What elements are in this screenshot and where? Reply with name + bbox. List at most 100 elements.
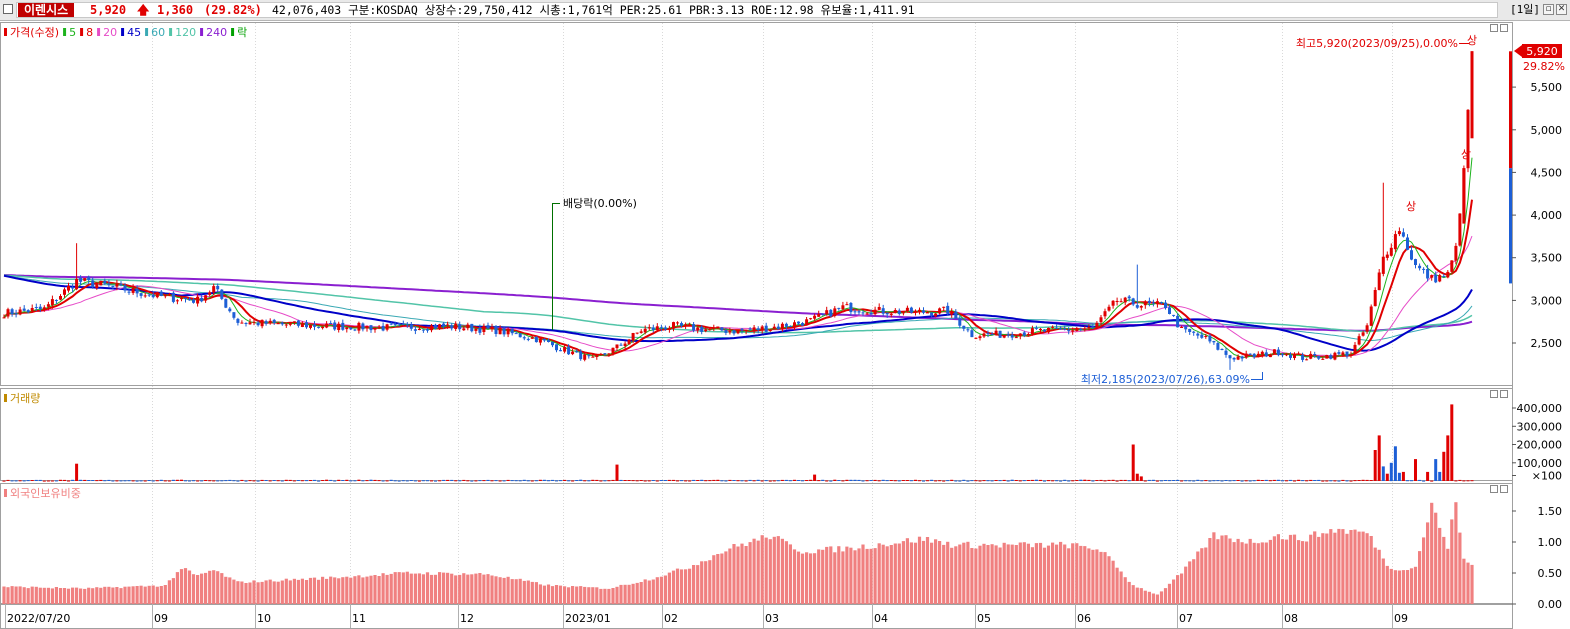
minimize-icon[interactable]: ▫ <box>1543 4 1554 15</box>
candle <box>893 308 897 314</box>
foreign-ratio-bar <box>425 572 430 604</box>
foreign-ratio-bar <box>510 579 514 604</box>
period-selector[interactable]: [1일] <box>1510 3 1540 16</box>
foreign-ratio-bar <box>1434 512 1438 604</box>
foreign-ratio-bar <box>998 547 1002 604</box>
foreign-ratio-bar <box>341 577 345 604</box>
candle <box>861 310 865 317</box>
volume-bar <box>728 479 732 481</box>
candle <box>514 331 518 335</box>
volume-bar <box>107 479 111 481</box>
candle <box>1067 327 1071 335</box>
foreign-ratio-bar <box>563 586 567 604</box>
volume-bar <box>930 479 934 481</box>
volume-bar <box>571 480 575 482</box>
volume-bar <box>1063 479 1067 481</box>
candle <box>1264 349 1268 358</box>
candle <box>1329 353 1333 360</box>
legend-marker <box>145 28 149 36</box>
candle <box>1151 299 1155 307</box>
foreign-ratio-bar <box>163 585 167 604</box>
volume-pane-controls[interactable] <box>1490 390 1508 398</box>
volume-bar <box>1264 479 1268 481</box>
foreign-ratio-bar <box>643 579 647 604</box>
candle <box>922 307 925 315</box>
foreign-ratio-bar <box>1430 502 1434 604</box>
volume-bar <box>877 480 881 482</box>
foreign-ratio-bar <box>167 580 171 604</box>
header-checkbox[interactable] <box>3 4 13 14</box>
volume-bar <box>1450 404 1454 481</box>
candle <box>1377 269 1381 291</box>
volume-bar <box>357 479 361 481</box>
legend-item: 5 <box>69 26 76 39</box>
candle <box>575 349 579 353</box>
volume-bar <box>998 480 1002 482</box>
candle <box>833 306 837 318</box>
foreign-ratio-bar <box>353 576 357 604</box>
candle <box>421 329 425 333</box>
candle <box>918 307 921 315</box>
candle <box>680 321 683 328</box>
candle <box>942 306 946 312</box>
candle <box>728 327 732 335</box>
foreign-ratio-bar <box>1228 538 1232 604</box>
foreign-ratio-bar <box>454 575 458 604</box>
candle <box>139 292 143 299</box>
candle <box>127 288 131 295</box>
volume-bar <box>764 480 768 482</box>
candle <box>288 322 292 327</box>
candle <box>643 325 647 335</box>
foreign-ratio-bar <box>1397 570 1401 604</box>
volume-bar <box>1006 480 1010 482</box>
volume-bar <box>651 480 655 481</box>
foreign-ratio-bar <box>659 576 663 604</box>
stock-name[interactable]: 이렌시스 <box>18 3 75 17</box>
legend-marker <box>169 28 173 36</box>
volume-bar <box>1248 480 1252 482</box>
foreign-ratio-bar <box>337 578 341 604</box>
foreign-ratio-bar <box>131 586 135 604</box>
price-tick-label: 5,500 <box>1531 81 1563 94</box>
candle <box>1034 325 1038 330</box>
candle <box>889 312 893 318</box>
foreign-ratio-bar <box>938 541 942 604</box>
volume-bar <box>551 479 554 481</box>
candle <box>603 353 607 356</box>
foreign-ratio-bar <box>240 581 244 604</box>
volume-bar <box>413 480 417 482</box>
volume-bar <box>1426 471 1430 481</box>
volume-bar <box>188 480 191 482</box>
candle <box>772 323 776 330</box>
candle <box>825 306 829 316</box>
volume-bar <box>1349 480 1353 482</box>
volume-bar <box>1381 466 1385 481</box>
candle <box>329 320 333 324</box>
foreign-ratio-bar <box>1349 530 1353 604</box>
volume-bar <box>740 480 744 482</box>
volume-bar <box>276 480 280 482</box>
candle <box>1260 350 1264 358</box>
candle <box>200 294 204 303</box>
close-icon[interactable]: ✕ <box>1556 4 1567 15</box>
volume-bar <box>1410 480 1413 482</box>
candle <box>1022 330 1026 338</box>
price-pane-controls[interactable] <box>1490 24 1508 32</box>
candle <box>1361 330 1365 337</box>
candle <box>966 327 970 333</box>
volume-bar <box>853 479 857 481</box>
candle <box>1123 296 1127 306</box>
volume-bar <box>510 480 514 482</box>
volume-bar <box>1434 459 1438 481</box>
foreign-ratio-bar <box>1151 593 1155 604</box>
volume-bar <box>1438 471 1442 481</box>
foreign-ratio-bar <box>1006 544 1010 604</box>
candle <box>1317 355 1321 360</box>
foreign-pane-controls[interactable] <box>1490 485 1508 493</box>
foreign-ratio-bar <box>373 575 377 604</box>
foreign-ratio-bar <box>1325 533 1329 604</box>
volume-bar <box>1034 479 1038 481</box>
limit-up-mark: 상 <box>1467 34 1477 47</box>
date-label: 09 <box>1394 612 1408 625</box>
